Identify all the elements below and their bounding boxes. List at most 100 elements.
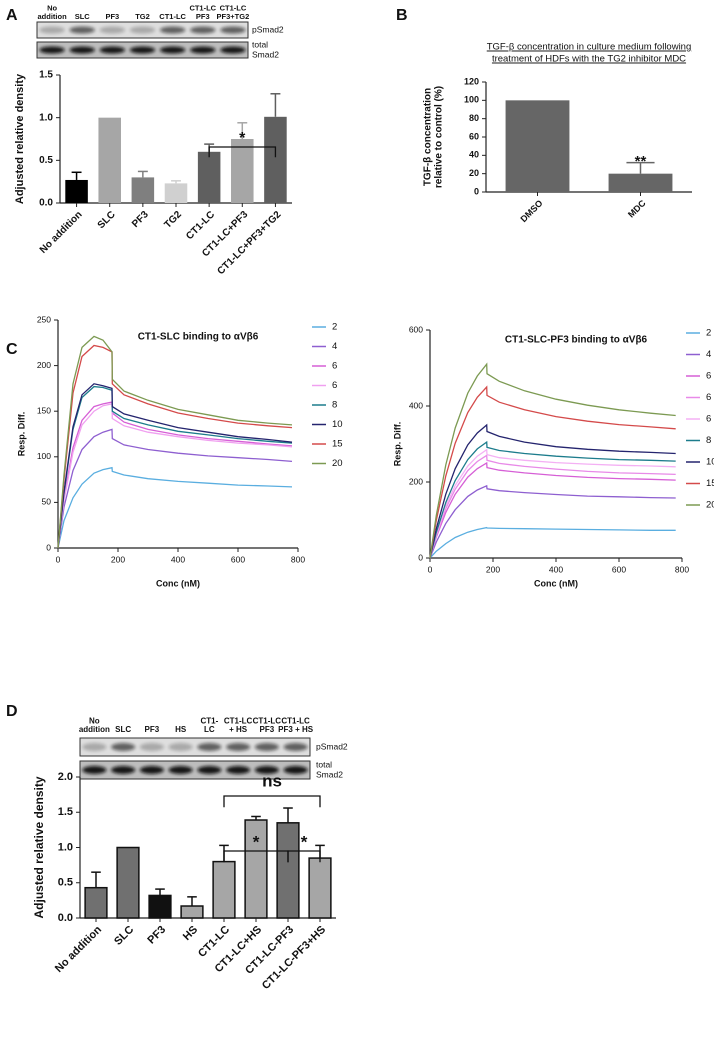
y-tick-label: 600: [409, 324, 423, 334]
y-tick-label: 0.0: [58, 912, 73, 924]
lane-label: PF3: [105, 12, 119, 21]
lane-label: SLC: [75, 12, 91, 21]
legend-label: 6: [706, 392, 711, 403]
bar: [308, 857, 332, 919]
y-tick-label: 100: [37, 451, 51, 461]
series-line: [429, 454, 676, 559]
blot-band: [190, 46, 216, 54]
lane-label: PF3: [196, 12, 210, 21]
significance-label: *: [239, 130, 246, 147]
lane-label: addition: [37, 12, 67, 21]
x-tick-label: CT1-LC+PF3+TG2: [216, 209, 284, 277]
series-line: [57, 403, 293, 549]
blot-band: [39, 46, 65, 54]
blot-band: [139, 743, 164, 751]
bar: [276, 822, 300, 919]
y-axis-label: Resp. Diff.: [16, 412, 26, 457]
panel-label: B: [396, 7, 408, 24]
y-tick-label: 0.0: [39, 198, 53, 209]
blot-band: [220, 46, 246, 54]
blot-band: [129, 26, 156, 34]
bar: [148, 894, 172, 919]
series-line: [57, 428, 293, 549]
legend-label: 20: [332, 458, 343, 469]
bar: [231, 139, 254, 203]
y-axis-label: Resp. Diff.: [392, 422, 402, 467]
blot-band: [69, 46, 95, 54]
x-tick-label: No addition: [38, 209, 85, 256]
y-tick-label: 120: [464, 76, 479, 86]
y-tick-label: 0.5: [58, 877, 73, 889]
x-tick-label: HS: [181, 924, 200, 943]
series-line: [429, 362, 676, 559]
blot-band: [159, 46, 186, 54]
lane-label: HS: [175, 725, 187, 734]
bar: [212, 860, 236, 919]
legend-label: 15: [706, 478, 714, 489]
lane-label: LC: [204, 725, 215, 734]
y-tick-label: 400: [409, 400, 423, 410]
significance-label: *: [253, 832, 260, 851]
lane-label: CT1-LC: [220, 3, 247, 12]
x-tick-label: PF3: [130, 209, 151, 230]
legend-label: 6: [332, 380, 337, 391]
blot-band: [139, 766, 164, 774]
y-tick-label: 150: [37, 405, 51, 415]
y-tick-label: 0: [474, 186, 479, 196]
y-tick-label: 20: [469, 168, 479, 178]
band-label: total: [316, 759, 332, 769]
lane-label: CT1-LC: [189, 3, 216, 12]
x-axis-label: Conc (nM): [534, 578, 578, 588]
blot-band: [197, 743, 222, 751]
x-tick-label: MDC: [626, 198, 648, 220]
series-line: [429, 440, 676, 559]
lane-label: PF3 + HS: [278, 725, 314, 734]
blot-band: [82, 743, 107, 751]
series-line: [429, 484, 676, 559]
blot-band: [69, 26, 95, 34]
bar: [164, 183, 188, 203]
blot-band: [168, 743, 193, 751]
series-line: [429, 526, 676, 559]
series-line: [429, 461, 676, 559]
blot-band: [197, 766, 222, 774]
bar: [65, 179, 88, 203]
chart-title: CT1-SLC binding to αVβ6: [138, 332, 259, 343]
x-tick-label: 400: [171, 554, 185, 564]
legend-label: 8: [332, 400, 337, 411]
significance-label: **: [635, 153, 647, 170]
legend-label: 6: [706, 371, 711, 382]
significance-bracket: [223, 795, 321, 808]
significance-bracket: [208, 146, 277, 158]
y-axis-label: Adjusted relative density: [32, 776, 46, 918]
x-tick-label: 400: [549, 564, 563, 574]
y-tick-label: 1.5: [39, 70, 53, 81]
blot-band: [283, 743, 308, 751]
x-tick-label: SLC: [96, 209, 118, 231]
chart-title: CT1-SLC-PF3 binding to αVβ6: [505, 335, 648, 346]
x-tick-label: SLC: [112, 924, 136, 948]
series-line: [57, 401, 293, 549]
blot-band: [111, 743, 136, 751]
x-axis-label: Conc (nM): [156, 578, 200, 588]
blot-strip: [79, 760, 311, 780]
blot-strip: [79, 737, 311, 757]
series-line: [429, 423, 676, 559]
y-tick-label: 0.5: [39, 155, 53, 166]
lane-label: CT1-: [200, 717, 218, 726]
blot-band: [254, 743, 279, 751]
lane-label: CT1-LC: [281, 717, 310, 726]
lane-label: + HS: [229, 725, 248, 734]
lane-label: PF3: [260, 725, 275, 734]
lane-label: CT1-LC: [253, 717, 282, 726]
series-line: [57, 344, 293, 549]
series-line: [57, 385, 293, 549]
y-axis-label: relative to control (%): [434, 86, 445, 188]
x-tick-label: 0: [428, 564, 433, 574]
series-line: [429, 385, 676, 559]
blot-band: [254, 766, 279, 774]
legend-label: 6: [332, 361, 337, 372]
blot-band: [99, 46, 126, 54]
x-tick-label: No addition: [53, 924, 104, 975]
significance-label: *: [301, 832, 308, 851]
